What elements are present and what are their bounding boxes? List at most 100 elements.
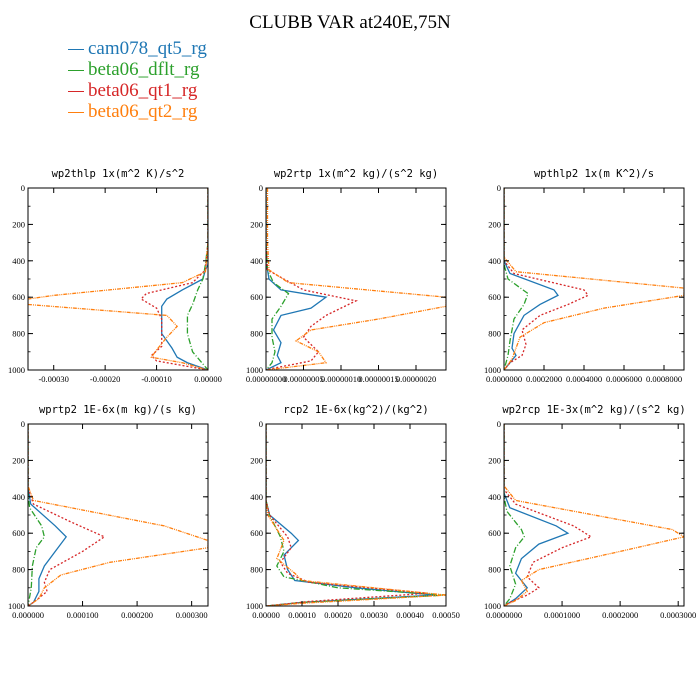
y-tick-label: 0 xyxy=(21,183,25,193)
series-line xyxy=(266,188,290,370)
x-tick-label: -0.00030 xyxy=(38,374,68,384)
series-line xyxy=(28,424,208,606)
series-line xyxy=(504,188,589,370)
series-line xyxy=(28,424,46,606)
x-tick-label: 0.00010 xyxy=(288,610,316,620)
y-tick-label: 200 xyxy=(250,219,263,229)
y-tick-label: 600 xyxy=(488,292,501,302)
y-tick-label: 600 xyxy=(488,528,501,538)
y-tick-label: 200 xyxy=(12,219,25,229)
x-tick-label: -0.00010 xyxy=(141,374,171,384)
y-tick-label: 800 xyxy=(488,565,501,575)
y-tick-label: 1000 xyxy=(246,601,263,611)
chart-title: CLUBB VAR at240E,75N xyxy=(249,12,451,33)
y-tick-label: 0 xyxy=(259,419,263,429)
legend-swatch xyxy=(68,49,84,50)
x-tick-label: 0.0001000 xyxy=(544,610,580,620)
y-tick-label: 200 xyxy=(488,455,501,465)
panel-title: wp2rcp 1E-3x(m^2 kg)/(s^2 kg) xyxy=(502,404,685,416)
y-tick-label: 200 xyxy=(488,219,501,229)
x-tick-label: 0.00000 xyxy=(194,374,222,384)
series-line xyxy=(266,188,328,370)
y-tick-label: 200 xyxy=(12,455,25,465)
panel-title: wp2thlp 1x(m^2 K)/s^2 xyxy=(52,168,185,180)
y-tick-label: 600 xyxy=(12,292,25,302)
series-line xyxy=(504,424,526,606)
series-line xyxy=(504,424,593,606)
y-tick-label: 400 xyxy=(12,256,25,266)
y-tick-label: 800 xyxy=(250,565,263,575)
x-tick-label: 0.000100 xyxy=(67,610,99,620)
x-tick-label: 0.000200 xyxy=(121,610,153,620)
plot-frame xyxy=(27,187,209,371)
series-line xyxy=(266,188,358,370)
x-tick-label: 0.00000020 xyxy=(396,374,436,384)
legend-swatch xyxy=(68,70,84,71)
panel-title: wprtp2 1E-6x(m kg)/(s kg) xyxy=(39,404,197,416)
y-tick-label: 1000 xyxy=(8,601,25,611)
y-tick-label: 1000 xyxy=(8,365,25,375)
x-tick-label: 0.0002000 xyxy=(602,610,638,620)
series-line xyxy=(28,424,68,606)
x-tick-label: 0.00000000 xyxy=(246,374,286,384)
series-line xyxy=(504,188,684,370)
x-tick-label: 0.00000005 xyxy=(283,374,323,384)
x-tick-label: 0.000300 xyxy=(176,610,208,620)
legend-swatch xyxy=(68,112,84,113)
y-tick-label: 1000 xyxy=(484,365,501,375)
series-line xyxy=(266,424,446,606)
y-tick-label: 400 xyxy=(250,256,263,266)
legend-label: beta06_qt2_rg xyxy=(88,101,198,122)
y-tick-label: 400 xyxy=(12,492,25,502)
y-tick-label: 400 xyxy=(488,492,501,502)
panel-title: wp2rtp 1x(m^2 kg)/(s^2 kg) xyxy=(274,168,438,180)
series-line xyxy=(266,424,446,606)
y-tick-label: 800 xyxy=(12,565,25,575)
x-tick-label: 0.0006000 xyxy=(606,374,642,384)
series-line xyxy=(504,424,570,606)
y-tick-label: 0 xyxy=(259,183,263,193)
y-tick-label: 200 xyxy=(250,455,263,465)
series-line xyxy=(28,188,208,370)
panel-title: wpthlp2 1x(m K^2)/s xyxy=(534,168,654,180)
y-tick-label: 1000 xyxy=(484,601,501,611)
y-tick-label: 0 xyxy=(497,419,501,429)
legend-label: cam078_qt5_rg xyxy=(88,38,207,59)
y-tick-label: 1000 xyxy=(246,365,263,375)
x-tick-label: 0.00000015 xyxy=(358,374,398,384)
x-tick-label: 0.00000 xyxy=(252,610,280,620)
x-tick-label: 0.00050 xyxy=(432,610,460,620)
series-line xyxy=(140,188,208,370)
plot-frame xyxy=(265,187,447,371)
x-tick-label: 0.0000000 xyxy=(486,374,522,384)
y-tick-label: 600 xyxy=(12,528,25,538)
y-tick-label: 400 xyxy=(488,256,501,266)
x-tick-label: 0.0002000 xyxy=(526,374,562,384)
y-tick-label: 0 xyxy=(497,183,501,193)
x-tick-label: 0.00020 xyxy=(324,610,352,620)
x-tick-label: 0.0003000 xyxy=(660,610,696,620)
series-line xyxy=(504,188,529,370)
x-tick-label: 0.00040 xyxy=(396,610,424,620)
y-tick-label: 800 xyxy=(12,329,25,339)
x-tick-label: 0.00000010 xyxy=(321,374,361,384)
legend-label: beta06_dflt_rg xyxy=(88,59,200,80)
y-tick-label: 800 xyxy=(250,329,263,339)
x-tick-label: 0.0008000 xyxy=(646,374,682,384)
legend-swatch xyxy=(68,91,84,92)
series-line xyxy=(161,188,208,370)
x-tick-label: -0.00020 xyxy=(90,374,120,384)
y-tick-label: 600 xyxy=(250,528,263,538)
series-line xyxy=(504,424,684,606)
y-tick-label: 600 xyxy=(250,292,263,302)
series-line xyxy=(186,188,208,370)
plot-frame xyxy=(503,187,685,371)
y-tick-label: 800 xyxy=(488,329,501,339)
y-tick-label: 0 xyxy=(21,419,25,429)
x-tick-label: 0.000000 xyxy=(12,610,44,620)
x-tick-label: 0.00030 xyxy=(360,610,388,620)
x-tick-label: 0.0000000 xyxy=(486,610,522,620)
series-line xyxy=(266,188,446,370)
series-line xyxy=(28,424,106,606)
